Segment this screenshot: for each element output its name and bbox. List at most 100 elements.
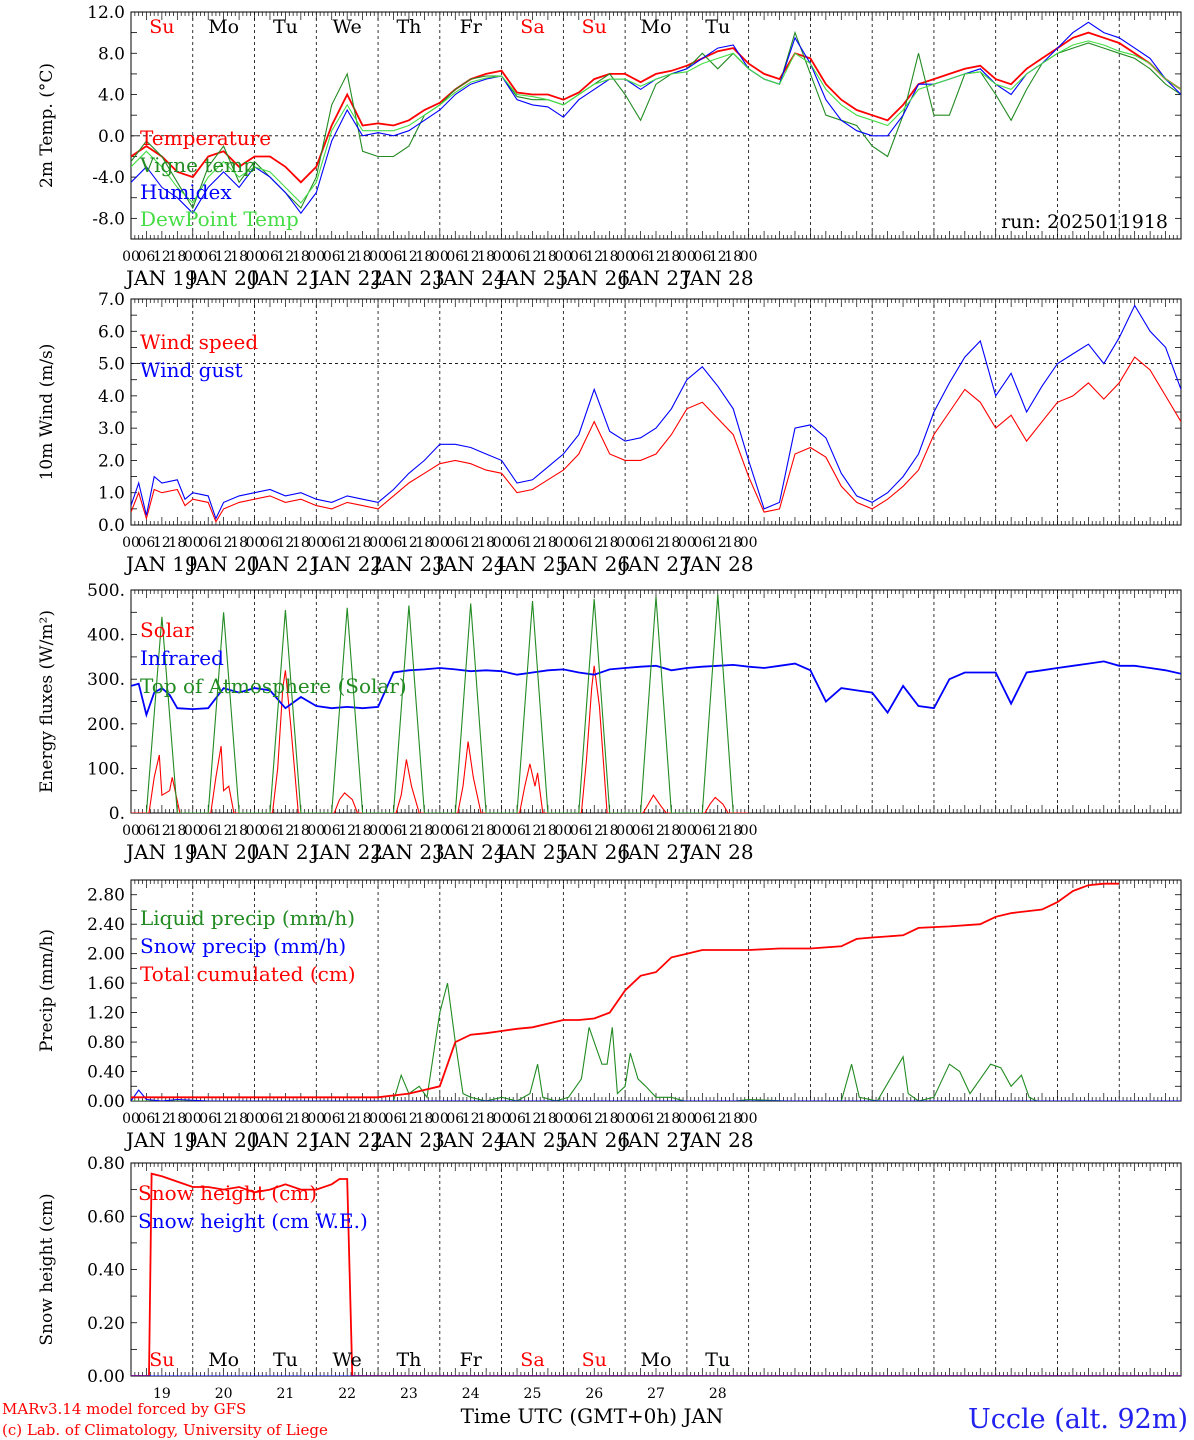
- hour-tick-label: 18: [230, 823, 248, 839]
- hour-tick-label: 12: [585, 249, 603, 265]
- hour-tick-label: 18: [415, 249, 433, 265]
- hour-tick-label: 06: [199, 823, 217, 839]
- y-tick-label: 5.0: [98, 355, 125, 375]
- date-label: JAN 23: [371, 840, 445, 864]
- day-of-week-label: Mo: [208, 16, 239, 38]
- day-number-label: 26: [585, 1386, 603, 1402]
- day-of-week-label: Su: [149, 16, 174, 38]
- hour-tick-label: 12: [276, 249, 294, 265]
- series-line-1: [131, 31, 1181, 184]
- y-tick-label: 0.: [109, 804, 125, 824]
- hour-tick-label: 06: [508, 1111, 526, 1127]
- hour-tick-label: 12: [709, 1111, 727, 1127]
- date-label: JAN 21: [248, 840, 322, 864]
- hour-tick-label: 12: [215, 823, 233, 839]
- hour-tick-label: 18: [168, 1111, 186, 1127]
- y-tick-label: 2.80: [87, 886, 125, 906]
- hour-tick-label: 06: [323, 823, 341, 839]
- hour-tick-label: 00: [554, 823, 572, 839]
- hour-tick-label: 06: [323, 249, 341, 265]
- hour-tick-label: 00: [122, 823, 140, 839]
- hour-tick-label: 12: [215, 249, 233, 265]
- day-number-label: 21: [276, 1386, 294, 1402]
- hour-tick-label: 00: [307, 535, 325, 551]
- hour-tick-label: 06: [199, 1111, 217, 1127]
- hour-tick-label: 00: [740, 535, 758, 551]
- hour-tick-label: 00: [493, 535, 511, 551]
- series-line-2: [131, 1089, 1181, 1101]
- series-line-2: [131, 304, 1181, 520]
- hour-tick-label: 00: [431, 535, 449, 551]
- legend-entry: Top of Atmosphere (Solar): [140, 674, 407, 698]
- day-of-week-label: Sa: [520, 1349, 544, 1371]
- date-label: JAN 25: [495, 1128, 569, 1152]
- hour-tick-label: 00: [616, 535, 634, 551]
- hour-tick-label: 00: [740, 1111, 758, 1127]
- y-tick-label: 0.20: [87, 1314, 125, 1334]
- hour-tick-label: 00: [740, 249, 758, 265]
- panel-5: 0.00 0.20 0.40 0.60 0.80 Snow height (cm) Snow…: [37, 1154, 1182, 1387]
- date-label: JAN 22: [309, 552, 383, 576]
- hour-tick-label: 00: [678, 535, 696, 551]
- y-tick-label: 6.0: [98, 322, 125, 342]
- date-label: JAN 26: [556, 266, 630, 290]
- day-of-week-label: We: [333, 16, 362, 38]
- date-label: JAN 27: [618, 266, 692, 290]
- legend-entry: Infrared: [140, 646, 224, 670]
- hour-tick-label: 18: [168, 535, 186, 551]
- y-axis-label: Precip (mm/h): [37, 929, 57, 1052]
- hour-tick-label: 12: [276, 823, 294, 839]
- hour-tick-label: 18: [663, 1111, 681, 1127]
- date-label: JAN 25: [495, 840, 569, 864]
- hour-tick-label: 18: [415, 535, 433, 551]
- hour-tick-label: 00: [122, 1111, 140, 1127]
- date-label: JAN 19: [124, 266, 198, 290]
- hour-tick-label: 18: [354, 535, 372, 551]
- hour-tick-label: 18: [663, 823, 681, 839]
- hour-tick-label: 00: [554, 535, 572, 551]
- hour-tick-label: 18: [230, 249, 248, 265]
- series-line-3: [131, 882, 1120, 1099]
- legend-entry: Liquid precip (mm/h): [140, 906, 355, 930]
- date-label: JAN 26: [556, 552, 630, 576]
- hour-tick-label: 06: [446, 535, 464, 551]
- y-tick-label: 1.60: [87, 974, 125, 994]
- date-label: JAN 21: [248, 1128, 322, 1152]
- plot-frame: [130, 298, 1182, 526]
- hour-tick-label: 12: [647, 535, 665, 551]
- hour-tick-label: 06: [199, 249, 217, 265]
- hour-tick-label: 18: [539, 249, 557, 265]
- series-line-2: [131, 30, 1181, 210]
- hour-tick-label: 12: [709, 249, 727, 265]
- hour-tick-label: 00: [122, 249, 140, 265]
- series-line-1: [131, 356, 1181, 524]
- hour-tick-label: 06: [385, 535, 403, 551]
- hour-tick-label: 06: [508, 823, 526, 839]
- hour-tick-label: 12: [338, 249, 356, 265]
- y-tick-label: 400.: [87, 626, 125, 646]
- hour-tick-label: 06: [446, 1111, 464, 1127]
- legend-entry: Temperature: [140, 126, 271, 150]
- y-tick-label: 3.0: [98, 419, 125, 439]
- hour-tick-label: 18: [663, 535, 681, 551]
- hour-tick-label: 12: [524, 823, 542, 839]
- hour-tick-label: 18: [292, 535, 310, 551]
- hour-tick-label: 06: [261, 249, 279, 265]
- date-label: JAN 21: [248, 266, 322, 290]
- hour-tick-label: 18: [601, 1111, 619, 1127]
- hour-tick-label: 06: [693, 823, 711, 839]
- hour-tick-label: 12: [709, 823, 727, 839]
- hour-tick-label: 06: [261, 823, 279, 839]
- y-axis-label: 10m Wind (m/s): [37, 344, 57, 481]
- hour-tick-label: 18: [724, 249, 742, 265]
- hour-tick-label: 00: [493, 823, 511, 839]
- hour-tick-label: 06: [508, 249, 526, 265]
- y-tick-label: -8.0: [92, 209, 125, 229]
- hour-tick-label: 06: [446, 249, 464, 265]
- hour-tick-label: 12: [462, 249, 480, 265]
- y-tick-label: 0.0: [98, 516, 125, 536]
- hour-tick-label: 00: [184, 249, 202, 265]
- hour-tick-label: 12: [647, 249, 665, 265]
- date-label: JAN 22: [309, 1128, 383, 1152]
- hour-tick-label: 06: [632, 1111, 650, 1127]
